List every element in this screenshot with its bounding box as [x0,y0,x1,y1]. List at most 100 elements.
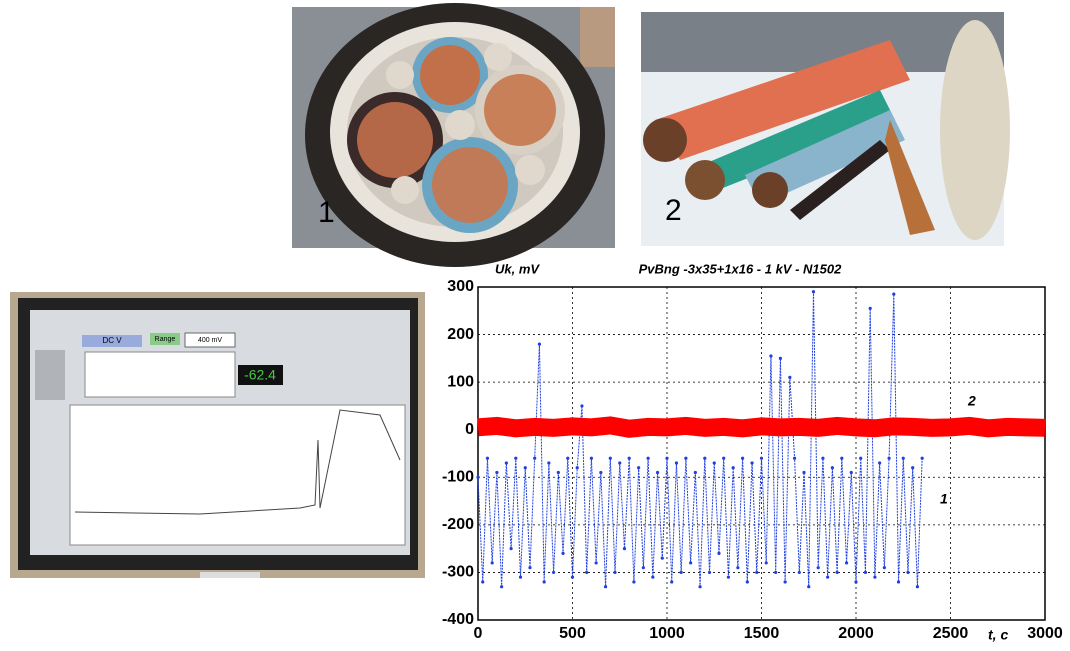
data-point [661,557,664,560]
data-point [590,457,593,460]
data-point [642,566,645,569]
data-point [750,461,753,464]
data-point [698,585,701,588]
data-point [604,585,607,588]
data-point [552,571,555,574]
data-point [514,457,517,460]
data-point [883,566,886,569]
data-point [769,354,772,357]
data-point [732,466,735,469]
x-tick-label: 3000 [1027,625,1063,642]
data-point [689,561,692,564]
series-label: 1 [940,491,948,507]
figure: 1 2 DC V Range 400 mV -62.4 -400 -300 -200… [0,0,1070,646]
data-point [533,457,536,460]
data-point [760,457,763,460]
data-point [911,466,914,469]
y-tick-label: 100 [447,373,474,390]
data-point [675,461,678,464]
x-tick-label: 1500 [744,625,780,642]
series-line [478,425,1045,428]
y-tick-label: -200 [442,516,474,533]
data-point [741,457,744,460]
data-point [921,457,924,460]
data-point [802,471,805,474]
data-point [878,461,881,464]
data-point [519,576,522,579]
reading: -62.4 [244,367,276,383]
y-tick-label: -100 [442,469,474,486]
data-point [864,571,867,574]
data-point [576,466,579,469]
data-point [500,585,503,588]
y-tick-label: -400 [442,611,474,628]
data-point [538,342,541,345]
data-point [765,561,768,564]
data-point [547,461,550,464]
data-point [656,471,659,474]
x-tick-label: 500 [559,625,586,642]
data-point [571,576,574,579]
data-point [897,580,900,583]
y-tick-label: 0 [465,421,474,438]
data-point [831,466,834,469]
data-point [869,307,872,310]
data-point [651,576,654,579]
data-point [486,457,489,460]
data-point [665,457,668,460]
data-point [821,457,824,460]
data-point [722,457,725,460]
page: 1 2 DC V Range 400 mV -62.4 -400 -300 -200… [0,0,1070,651]
data-point [609,457,612,460]
data-point [788,376,791,379]
data-point [613,571,616,574]
data-point [779,357,782,360]
data-point [826,576,829,579]
chart-title: PvBng -3x35+1x16 - 1 kV - N1502 [639,261,842,276]
data-point [717,552,720,555]
data-point [892,293,895,296]
data-point [557,471,560,474]
range-value: 400 mV [198,337,222,344]
x-tick-label: 2500 [933,625,969,642]
data-point [708,571,711,574]
data-point [528,566,531,569]
data-point [566,457,569,460]
photo-label: 1 [318,196,335,229]
monitor-photo: DC V Range 400 mV -62.4 [10,292,425,578]
data-point [850,471,853,474]
data-point [854,580,857,583]
data-point [793,457,796,460]
data-point [585,571,588,574]
data-point [807,585,810,588]
data-point [637,466,640,469]
data-point [495,471,498,474]
x-axis-label: t, c [988,627,1008,643]
data-point [812,290,815,293]
y-tick-label: 200 [447,326,474,343]
range-label: Range [155,336,176,343]
data-point [491,561,494,564]
x-tick-label: 2000 [838,625,874,642]
data-point [902,457,905,460]
y-axis-label: Uk, mV [495,261,540,276]
data-point [680,571,683,574]
data-point [628,457,631,460]
x-tick-label: 0 [474,625,483,642]
data-point [684,457,687,460]
y-tick-label: -300 [442,564,474,581]
data-point [746,580,749,583]
cable-photo-2: 2 [641,12,1010,246]
data-point [599,471,602,474]
data-point [727,576,730,579]
data-point [509,547,512,550]
data-point [916,585,919,588]
data-point [798,571,801,574]
data-point [906,571,909,574]
data-point [580,404,583,407]
data-point [524,466,527,469]
data-point [647,457,650,460]
data-point [595,561,598,564]
data-point [840,457,843,460]
data-point [887,457,890,460]
